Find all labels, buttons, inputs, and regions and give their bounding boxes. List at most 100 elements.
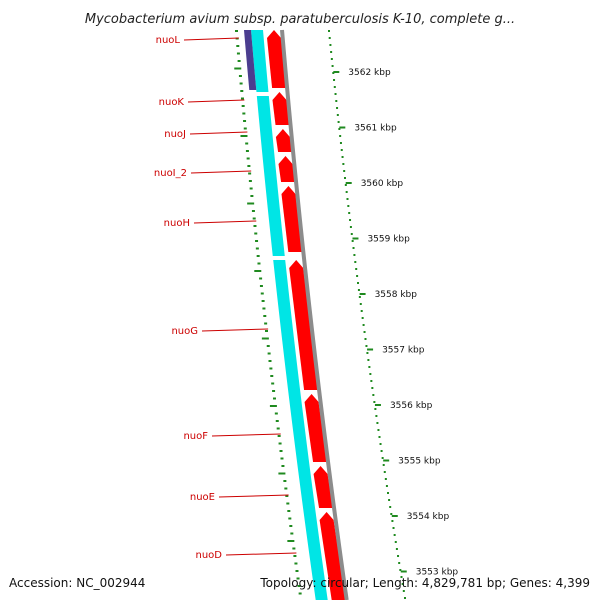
gene-leader-line <box>201 328 269 332</box>
gc-skew-dot <box>259 277 263 280</box>
scale-dot <box>349 219 352 221</box>
scale-dot <box>357 282 360 284</box>
gene-label-nuof: nuoF <box>183 431 208 442</box>
gc-skew-dot <box>236 45 240 47</box>
scale-dot <box>368 366 371 368</box>
scale-dot <box>372 394 375 396</box>
gene-label-nuoe: nuoE <box>190 492 215 503</box>
forward-cds-arrow <box>272 92 290 125</box>
gc-skew-dot <box>283 480 287 482</box>
scale-dot <box>354 261 357 263</box>
forward-cds-arrow <box>278 156 296 182</box>
gc-skew-dot <box>261 300 265 302</box>
scale-dot <box>330 51 333 53</box>
gc-skew-dot <box>287 540 295 542</box>
gc-skew-dot <box>266 345 270 347</box>
scale-dot <box>335 100 338 102</box>
gc-skew-dot <box>287 510 291 512</box>
scale-dot <box>367 359 370 361</box>
gene-leader-line <box>225 552 297 556</box>
scale-dot <box>339 135 342 137</box>
scale-dot <box>355 268 358 270</box>
gc-skew-dot <box>236 52 240 55</box>
tick-label: 3553 kbp <box>416 568 459 578</box>
tick-label: 3555 kbp <box>398 457 441 467</box>
scale-dot <box>334 93 337 95</box>
scale-dot <box>363 331 366 333</box>
scale-dot <box>377 429 380 431</box>
tick-mark <box>359 293 366 295</box>
scale-dot <box>337 121 340 123</box>
gc-skew-dot <box>290 532 294 535</box>
tick-label: 3560 kbp <box>361 179 404 189</box>
gene-leader-line <box>218 494 289 498</box>
scale-dot <box>350 233 353 235</box>
scale-dot <box>387 492 390 494</box>
scale-dot <box>339 142 342 144</box>
scale-dot <box>370 380 373 382</box>
gc-skew-dot <box>276 427 280 430</box>
scale-dot <box>359 303 362 305</box>
reverse-strand-band <box>251 30 328 600</box>
gc-skew-dot <box>251 210 255 212</box>
gene-labels: nuoL nuoK nuoJ nuoI_2 nuoH nuoG nuoF nuoE nuoD <box>154 35 297 561</box>
gc-skew-dot <box>255 240 259 242</box>
tick-mark <box>352 237 359 240</box>
tick-label: 3556 kbp <box>390 401 433 411</box>
scale-dot <box>344 184 347 186</box>
gc-skew-dot <box>264 322 268 325</box>
scale-dot <box>352 247 355 249</box>
scale-dot <box>401 583 404 585</box>
gc-skew-dot <box>255 247 259 250</box>
scale-dot <box>383 471 386 473</box>
gc-skew-dot <box>241 105 245 107</box>
topology-text: Topology: circular; Length: 4,829,781 bp… <box>259 576 590 590</box>
gc-skew-dot <box>280 457 284 460</box>
gc-skew-dot <box>247 165 251 167</box>
gc-skew-dot <box>240 90 244 92</box>
gc-skew-dot <box>293 555 297 557</box>
scale-dot <box>347 205 350 207</box>
gc-skew-dot <box>245 142 249 145</box>
map-title: Mycobacterium avium subsp. paratuberculo… <box>85 12 515 27</box>
gc-skew-dot <box>256 255 260 257</box>
gene-label-nuol: nuoL <box>156 35 181 46</box>
scale-dot <box>338 128 341 130</box>
gc-skew-dot <box>250 195 254 197</box>
gene-label-nuoh: nuoH <box>164 218 190 229</box>
gc-skew-dot <box>271 382 275 385</box>
scale-dot <box>380 450 383 452</box>
gc-skew-dot <box>295 570 299 572</box>
tick-mark <box>345 182 352 184</box>
scale-dot <box>361 317 364 319</box>
tick-mark <box>374 404 381 406</box>
scale-dot <box>403 597 406 599</box>
cds-gap <box>254 92 273 96</box>
gc-skew-dot <box>296 577 300 580</box>
scale-ticks: 3562 kbp 3561 kbp 3560 kbp 3559 kbp 3558 kbp… <box>328 30 458 599</box>
tick-mark <box>391 515 398 517</box>
cds-gap <box>270 256 289 260</box>
gc-skew-dot <box>245 150 249 152</box>
scale-dot <box>357 289 360 291</box>
gc-skew-dot <box>239 82 243 85</box>
gc-skew-dot <box>297 585 301 587</box>
scale-dot <box>400 576 403 578</box>
gc-skew-dot <box>234 67 242 70</box>
gc-skew-dot <box>281 465 285 467</box>
forward-cds-arrow <box>275 129 293 152</box>
scale-dot <box>378 436 381 438</box>
gene-label-nuod: nuoD <box>196 550 223 561</box>
scale-dot <box>356 275 359 277</box>
tick-mark <box>400 570 407 573</box>
scale-dot <box>349 226 352 228</box>
gc-skew-dot <box>298 592 302 595</box>
gc-skew-dot <box>249 187 253 190</box>
gene-leader-line <box>211 433 281 437</box>
gc-skew-dot <box>259 285 263 287</box>
gc-skew-dot <box>275 420 279 422</box>
gc-skew-dot <box>284 487 288 490</box>
tick-label: 3558 kbp <box>375 290 418 300</box>
gc-skew-dot <box>267 352 271 355</box>
